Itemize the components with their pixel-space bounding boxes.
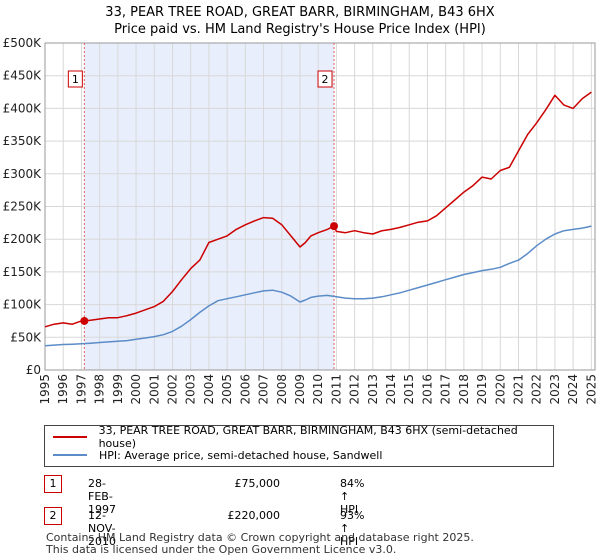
x-tick-label: 2015	[402, 374, 416, 405]
x-tick-label: 2002	[165, 374, 179, 405]
x-tick-label: 2017	[439, 374, 453, 405]
transaction-hpi: 84% ↑ HPI	[340, 477, 365, 516]
x-tick-label: 2005	[220, 374, 234, 405]
legend-item-property: 33, PEAR TREE ROAD, GREAT BARR, BIRMINGH…	[53, 424, 553, 450]
y-tick-label: £350K	[3, 134, 43, 148]
transaction-badge: 1	[44, 475, 62, 493]
x-tick-label: 2018	[457, 374, 471, 405]
sale-point	[80, 316, 89, 325]
sale-label-text: 2	[322, 73, 329, 86]
sale-label-text: 1	[72, 73, 79, 86]
x-tick-label: 2019	[475, 374, 489, 405]
hpi-line	[44, 225, 592, 347]
x-tick-label: 1999	[111, 374, 125, 405]
x-tick-label: 2000	[129, 374, 143, 405]
sale-label-box	[317, 70, 333, 88]
price-chart: £0 £50K £100K £150K £200K £250K £300K £350K £400…	[3, 36, 599, 405]
property-price-line	[44, 91, 592, 328]
plot-frame	[44, 42, 596, 371]
transaction-badge: 2	[44, 507, 62, 525]
sale-label-box	[67, 70, 83, 88]
x-tick-label: 2001	[147, 374, 161, 405]
transaction-price: £75,000	[234, 477, 281, 490]
y-tick-label: £500K	[3, 36, 43, 50]
x-tick-label: 2012	[348, 374, 362, 405]
x-tick-label: 2023	[548, 374, 562, 405]
transaction-date: 12-NOV-2010	[88, 509, 116, 548]
x-tick-label: 2020	[493, 374, 507, 405]
y-tick-label: £100K	[3, 298, 43, 312]
x-tick-label: 2024	[566, 374, 580, 405]
x-tick-label: 2014	[384, 374, 398, 405]
x-tick-label: 2007	[257, 374, 271, 405]
legend-swatch-hpi	[53, 454, 87, 456]
transaction-price: £220,000	[227, 509, 281, 522]
x-tick-label: 2003	[184, 374, 198, 405]
y-tick-label: £150K	[3, 265, 43, 279]
x-tick-label: 2010	[311, 374, 325, 405]
x-tick-label: 2025	[584, 374, 598, 405]
x-tick-label: 2006	[238, 374, 252, 405]
y-tick-label: £400K	[3, 101, 43, 115]
y-tick-label: £200K	[3, 232, 43, 246]
x-tick-label: 2022	[530, 374, 544, 405]
x-tick-label: 2016	[420, 374, 434, 405]
footer-licence: This data is licensed under the Open Gov…	[46, 543, 397, 556]
x-tick-label: 1998	[93, 374, 107, 405]
y-tick-label: £50K	[10, 330, 42, 344]
x-tick-label: 1996	[56, 374, 70, 405]
y-tick-label: £450K	[3, 69, 43, 83]
chart-title-line1: 33, PEAR TREE ROAD, GREAT BARR, BIRMINGH…	[105, 5, 495, 20]
chart-title-line2: Price paid vs. HM Land Registry's House …	[114, 22, 486, 37]
legend-label-property: 33, PEAR TREE ROAD, GREAT BARR, BIRMINGH…	[98, 424, 518, 450]
legend-swatch-property	[53, 436, 87, 438]
y-tick-label: £250K	[3, 200, 43, 214]
legend-label-hpi: HPI: Average price, semi-detached house,…	[99, 448, 383, 462]
x-tick-label: 2008	[275, 374, 289, 405]
y-tick-label: £300K	[3, 167, 43, 181]
chart-legend: 33, PEAR TREE ROAD, GREAT BARR, BIRMINGH…	[44, 424, 554, 467]
x-tick-label: 1997	[74, 374, 88, 405]
x-tick-label: 2021	[512, 374, 526, 405]
x-tick-label: 2009	[293, 374, 307, 405]
transaction-date: 28-FEB-1997	[88, 477, 116, 516]
footer-copyright: Contains HM Land Registry data © Crown c…	[46, 531, 474, 544]
y-tick-label: £0	[26, 363, 41, 377]
transaction-hpi: 93% ↑ HPI	[340, 509, 365, 548]
x-tick-label: 1995	[38, 374, 52, 405]
x-tick-label: 2011	[329, 374, 343, 405]
legend-item-hpi: HPI: Average price, semi-detached house,…	[53, 447, 382, 463]
x-tick-label: 2004	[202, 374, 216, 405]
x-tick-label: 2013	[366, 374, 380, 405]
sale-point	[330, 222, 339, 231]
